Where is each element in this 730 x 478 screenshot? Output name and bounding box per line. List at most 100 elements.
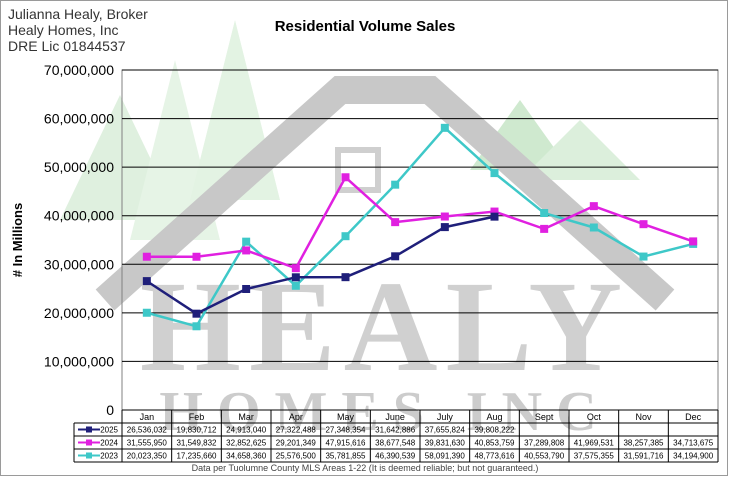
data-point-2024 [192, 252, 201, 261]
footnote: Data per Tuolumne County MLS Areas 1-22 … [191, 463, 539, 473]
data-point-2023 [391, 180, 400, 189]
x-tick-label: Nov [635, 412, 652, 422]
watermark-text: HEALY [140, 255, 630, 399]
y-tick-label: 70,000,000 [44, 62, 114, 78]
data-point-2025 [192, 309, 201, 318]
y-tick-label: 50,000,000 [44, 159, 114, 175]
broker-name: Julianna Healy, Broker [8, 6, 148, 22]
data-point-2025 [440, 223, 449, 232]
data-point-2025 [142, 277, 151, 286]
data-point-2023 [291, 281, 300, 290]
data-cell: 40,553,790 [524, 452, 565, 461]
data-point-2024 [490, 207, 499, 216]
data-cell: 29,201,349 [276, 439, 317, 448]
data-point-2023 [192, 322, 201, 331]
data-point-2024 [391, 218, 400, 227]
company-name: Healy Homes, Inc [8, 22, 119, 38]
x-tick-label: Oct [587, 412, 602, 422]
data-point-2025 [242, 284, 251, 293]
data-point-2025 [341, 273, 350, 282]
y-tick-label: 20,000,000 [44, 305, 114, 321]
data-point-2025 [291, 273, 300, 282]
data-cell: 27,322,488 [276, 426, 317, 435]
legend-entry: 2023 [100, 452, 118, 461]
data-cell: 37,289,808 [524, 439, 565, 448]
data-cell: 35,781,855 [325, 452, 366, 461]
series-line-2023 [146, 126, 694, 328]
legend-marker [86, 452, 92, 459]
series-line-2025 [146, 215, 495, 315]
y-tick-label: 40,000,000 [44, 208, 114, 224]
data-point-2023 [639, 252, 648, 261]
data-cell: 48,773,616 [474, 452, 515, 461]
data-cell: 26,536,032 [127, 426, 168, 435]
y-tick-label: 0 [106, 402, 114, 418]
legend-entry: 2025 [100, 426, 118, 435]
data-cell: 47,915,616 [325, 439, 366, 448]
data-cell: 39,808,222 [474, 426, 515, 435]
watermark-window-icon [335, 147, 381, 193]
series-line-2024 [146, 176, 694, 270]
data-cell: 32,852,625 [226, 439, 267, 448]
data-point-2023 [540, 209, 549, 218]
data-cell: 40,853,759 [474, 439, 515, 448]
data-point-2024 [142, 252, 151, 261]
x-tick-label: Mar [238, 412, 254, 422]
data-point-2024 [540, 224, 549, 233]
data-cell: 34,658,360 [226, 452, 267, 461]
data-cell: 41,969,531 [574, 439, 615, 448]
data-cell: 27,348,354 [325, 426, 366, 435]
data-cell: 38,257,385 [623, 439, 664, 448]
watermark-roof-icon [95, 76, 675, 311]
data-point-2023 [440, 123, 449, 132]
data-cell: 31,591,716 [623, 452, 664, 461]
legend-marker [86, 426, 92, 433]
data-point-2024 [589, 202, 598, 211]
data-cell: 37,655,824 [425, 426, 466, 435]
data-point-2024 [291, 264, 300, 273]
legend-entry: 2024 [100, 439, 118, 448]
data-cell: 39,831,630 [425, 439, 466, 448]
data-cell: 34,713,675 [673, 439, 714, 448]
data-cell: 31,549,832 [176, 439, 217, 448]
data-cell: 34,194,900 [673, 452, 714, 461]
x-tick-label: July [437, 412, 454, 422]
data-point-2024 [341, 173, 350, 182]
data-point-2023 [490, 169, 499, 178]
data-cell: 20,023,350 [127, 452, 168, 461]
data-cell: 17,235,660 [176, 452, 217, 461]
data-point-2025 [490, 212, 499, 221]
data-cell: 37,575,355 [574, 452, 615, 461]
y-tick-label: 60,000,000 [44, 111, 114, 127]
x-tick-label: Jan [140, 412, 155, 422]
y-tick-label: 30,000,000 [44, 256, 114, 272]
license-number: DRE Lic 01844537 [8, 38, 126, 54]
data-cell: 38,677,548 [375, 439, 416, 448]
data-point-2023 [142, 308, 151, 317]
x-tick-label: June [385, 412, 405, 422]
legend-marker [86, 439, 92, 446]
data-point-2023 [589, 223, 598, 232]
data-point-2024 [440, 212, 449, 221]
data-point-2025 [391, 252, 400, 261]
x-tick-label: May [337, 412, 355, 422]
x-tick-label: Apr [289, 412, 303, 422]
data-cell: 19,830,712 [176, 426, 217, 435]
data-cell: 58,091,390 [425, 452, 466, 461]
data-point-2023 [341, 232, 350, 241]
data-point-2024 [689, 237, 698, 246]
data-point-2024 [242, 246, 251, 255]
data-cell: 46,390,539 [375, 452, 416, 461]
x-tick-label: Aug [486, 412, 502, 422]
x-tick-label: Feb [189, 412, 205, 422]
watermark-subtext: HOMES INC [159, 381, 610, 443]
data-point-2024 [639, 220, 648, 229]
x-tick-label: Sept [535, 412, 554, 422]
data-point-2023 [242, 237, 251, 246]
data-cell: 31,642,886 [375, 426, 416, 435]
chart-title: Residential Volume Sales [274, 18, 456, 35]
data-cell: 25,576,500 [276, 452, 317, 461]
x-tick-label: Dec [685, 412, 702, 422]
